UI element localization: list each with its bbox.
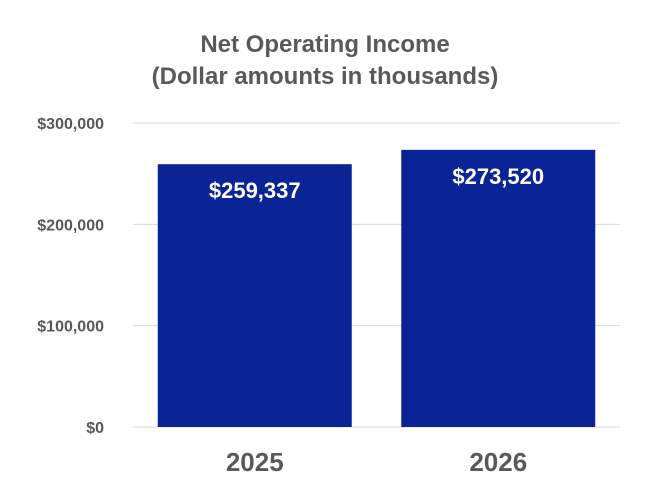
x-tick-label: 2025 (226, 447, 284, 477)
bar-2026 (401, 149, 596, 427)
y-tick-label: $0 (86, 420, 104, 437)
x-tick-label: 2026 (469, 447, 527, 477)
x-axis: 2025 2026 (226, 447, 527, 477)
y-axis: $0 $100,000 $200,000 $300,000 (37, 116, 104, 437)
bar-2025 (157, 164, 352, 427)
y-tick-label: $200,000 (37, 217, 104, 234)
y-tick-label: $300,000 (37, 116, 104, 133)
bars: $259,337 $273,520 (157, 149, 596, 427)
data-label: $273,520 (452, 164, 544, 189)
chart-title: Net Operating Income (200, 31, 449, 58)
chart-subtitle: (Dollar amounts in thousands) (152, 63, 499, 90)
data-label: $259,337 (209, 178, 301, 203)
y-tick-label: $100,000 (37, 319, 104, 336)
